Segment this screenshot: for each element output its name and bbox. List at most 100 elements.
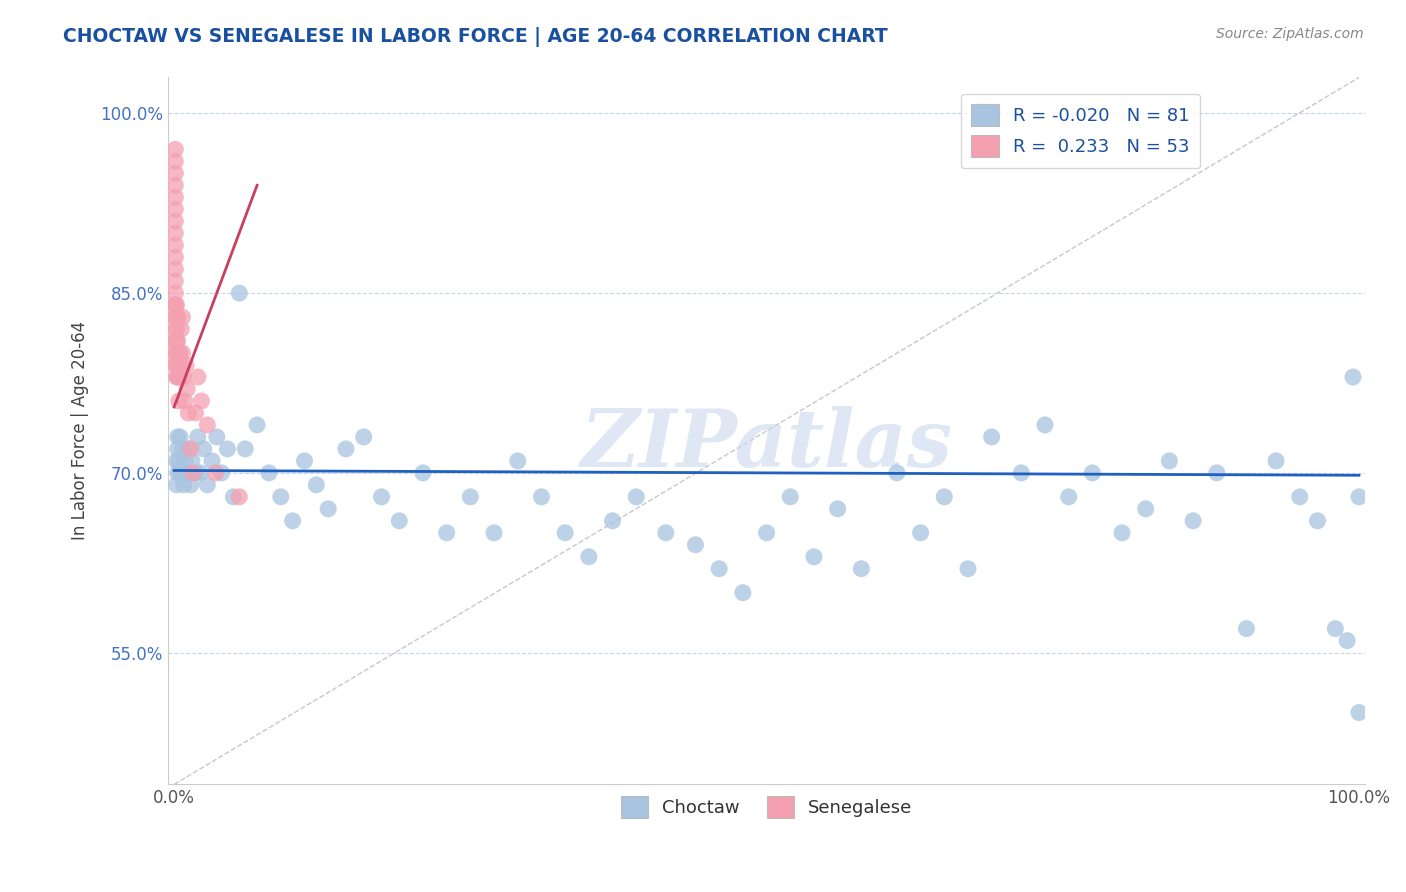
Point: [165, 238, 187, 252]
Point: [165, 166, 187, 180]
Point: [166, 478, 188, 492]
Point: [1205, 466, 1227, 480]
Point: [1306, 514, 1329, 528]
Point: [335, 442, 357, 456]
Point: [166, 442, 188, 456]
Point: [228, 490, 250, 504]
Point: [165, 142, 187, 156]
Point: [257, 466, 280, 480]
Point: [174, 466, 197, 480]
Point: [166, 466, 188, 480]
Point: [165, 346, 187, 360]
Point: [1324, 622, 1347, 636]
Point: [270, 490, 292, 504]
Legend: Choctaw, Senegalese: Choctaw, Senegalese: [613, 789, 920, 825]
Point: [165, 322, 187, 336]
Point: [779, 490, 801, 504]
Point: [578, 549, 600, 564]
Point: [731, 585, 754, 599]
Point: [165, 202, 187, 217]
Point: [685, 538, 707, 552]
Point: [755, 525, 778, 540]
Point: [181, 466, 204, 480]
Point: [1348, 706, 1371, 720]
Point: [173, 394, 195, 409]
Point: [165, 226, 187, 240]
Point: [165, 358, 187, 372]
Point: [1265, 454, 1288, 468]
Point: [1336, 633, 1358, 648]
Point: [233, 442, 256, 456]
Point: [188, 466, 211, 480]
Point: [166, 298, 188, 312]
Point: [1348, 490, 1371, 504]
Point: [172, 346, 194, 360]
Point: [180, 478, 202, 492]
Point: [165, 190, 187, 204]
Point: [1234, 622, 1257, 636]
Point: [166, 370, 188, 384]
Point: [167, 394, 190, 409]
Point: [707, 562, 730, 576]
Point: [205, 430, 228, 444]
Point: [655, 525, 678, 540]
Point: [166, 358, 188, 372]
Point: [187, 370, 209, 384]
Point: [166, 370, 188, 384]
Point: [412, 466, 434, 480]
Point: [165, 286, 187, 301]
Point: [602, 514, 624, 528]
Point: [172, 310, 194, 324]
Point: [980, 430, 1002, 444]
Point: [169, 466, 191, 480]
Point: [1341, 370, 1364, 384]
Point: [956, 562, 979, 576]
Point: [166, 310, 188, 324]
Point: [165, 250, 187, 264]
Point: [166, 334, 188, 348]
Point: [165, 154, 187, 169]
Point: [169, 370, 191, 384]
Point: [166, 430, 188, 444]
Point: [353, 430, 375, 444]
Point: [222, 490, 245, 504]
Point: [1010, 466, 1032, 480]
Point: [167, 346, 190, 360]
Point: [177, 406, 200, 420]
Point: [170, 322, 193, 336]
Point: [554, 525, 576, 540]
Point: [173, 454, 195, 468]
Point: [388, 514, 411, 528]
Point: [1081, 466, 1104, 480]
Point: [228, 286, 250, 301]
Point: [530, 490, 553, 504]
Point: [281, 514, 304, 528]
Point: [172, 442, 194, 456]
Point: [482, 525, 505, 540]
Point: [166, 334, 188, 348]
Point: [170, 466, 193, 480]
Point: [165, 310, 187, 324]
Point: [1111, 525, 1133, 540]
Point: [626, 490, 648, 504]
Point: [165, 298, 187, 312]
Point: [176, 382, 198, 396]
Point: [1057, 490, 1080, 504]
Point: [184, 406, 207, 420]
Point: [1135, 501, 1157, 516]
Point: [851, 562, 873, 576]
Point: [170, 358, 193, 372]
Point: [316, 501, 339, 516]
Point: [167, 454, 190, 468]
Point: [173, 478, 195, 492]
Point: [294, 454, 316, 468]
Point: [246, 417, 269, 432]
Point: [166, 322, 188, 336]
Point: [174, 358, 197, 372]
Point: [305, 478, 328, 492]
Point: [370, 490, 392, 504]
Point: [187, 430, 209, 444]
Point: [1159, 454, 1181, 468]
Point: [193, 442, 215, 456]
Point: [460, 490, 482, 504]
